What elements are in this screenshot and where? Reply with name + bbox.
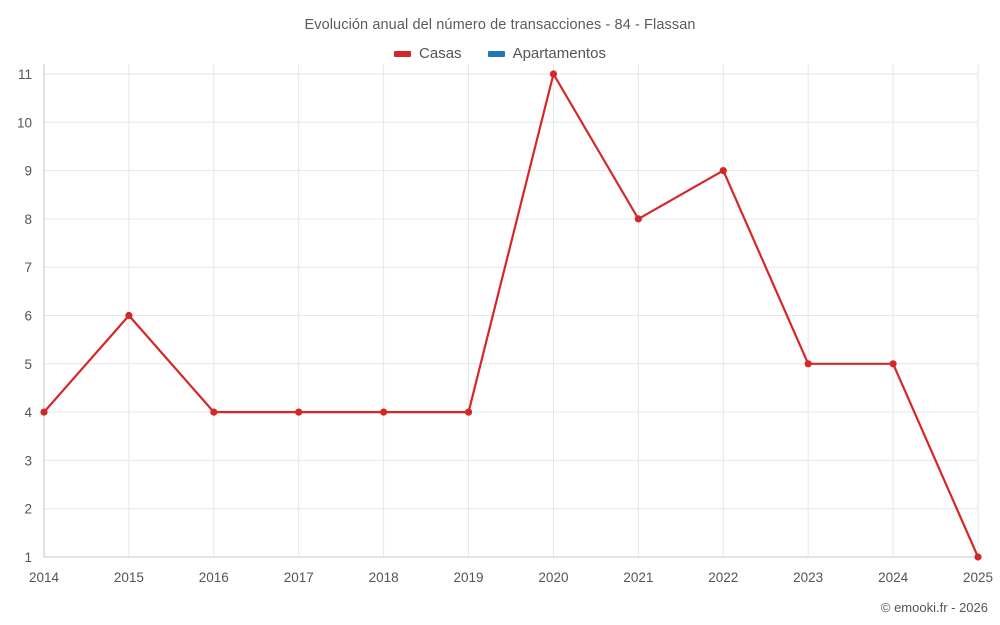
y-tick-label: 7 xyxy=(24,260,32,275)
data-point[interactable] xyxy=(974,553,982,561)
x-tick-label: 2014 xyxy=(29,570,60,585)
y-tick-label: 1 xyxy=(24,550,32,565)
y-tick-label: 2 xyxy=(24,502,32,517)
data-point[interactable] xyxy=(464,408,473,416)
data-series-layer xyxy=(40,70,982,561)
data-point[interactable] xyxy=(889,360,897,368)
data-point[interactable] xyxy=(380,408,388,416)
data-point[interactable] xyxy=(634,215,642,223)
x-tick-label: 2017 xyxy=(284,570,314,585)
y-axis-tick-labels: 1 2 3 4 5 6 7 8 9 10 11 xyxy=(17,67,33,565)
y-tick-label: 4 xyxy=(24,405,32,420)
x-tick-label: 2020 xyxy=(538,570,568,585)
data-point[interactable] xyxy=(804,360,812,368)
x-tick-label: 2019 xyxy=(454,570,484,585)
y-tick-label: 8 xyxy=(24,212,32,227)
x-tick-label: 2021 xyxy=(623,570,653,585)
data-point[interactable] xyxy=(125,311,133,320)
grid-lines xyxy=(43,64,979,558)
y-tick-label: 10 xyxy=(17,115,32,130)
y-tick-label: 6 xyxy=(24,309,32,324)
data-point[interactable] xyxy=(295,408,303,416)
series-line-0 xyxy=(42,72,980,559)
y-tick-label: 5 xyxy=(24,357,32,372)
legend-item-apartamentos[interactable]: Apartamentos xyxy=(487,45,606,62)
data-point[interactable] xyxy=(719,167,727,175)
x-tick-label: 2015 xyxy=(114,570,144,585)
legend-label-casas: Casas xyxy=(419,45,462,62)
data-point[interactable] xyxy=(40,408,48,416)
chart-axes xyxy=(43,64,978,558)
y-tick-label: 11 xyxy=(18,67,32,82)
legend-item-casas[interactable]: Casas xyxy=(394,45,462,62)
legend-swatch-casas xyxy=(394,50,412,57)
x-tick-label: 2024 xyxy=(878,570,909,585)
x-tick-label: 2018 xyxy=(369,570,399,585)
legend-swatch-apartamentos xyxy=(487,50,505,57)
y-tick-label: 3 xyxy=(24,453,32,468)
x-tick-label: 2025 xyxy=(963,570,993,585)
x-tick-label: 2016 xyxy=(199,570,229,585)
copyright-credit: © emooki.fr - 2026 xyxy=(880,600,988,615)
legend-label-apartamentos: Apartamentos xyxy=(512,45,606,62)
x-axis-tick-labels: 2014 2015 2016 2017 2018 2019 2020 2021 2022 2023… xyxy=(29,570,993,585)
data-point[interactable] xyxy=(549,70,558,78)
chart-title: Evolución anual del número de transaccio… xyxy=(304,17,696,33)
chart-legend: Casas Apartamentos xyxy=(0,45,1000,62)
x-tick-label: 2023 xyxy=(793,570,823,585)
y-tick-label: 9 xyxy=(24,164,32,179)
data-point[interactable] xyxy=(210,408,218,416)
x-tick-label: 2022 xyxy=(708,570,738,585)
